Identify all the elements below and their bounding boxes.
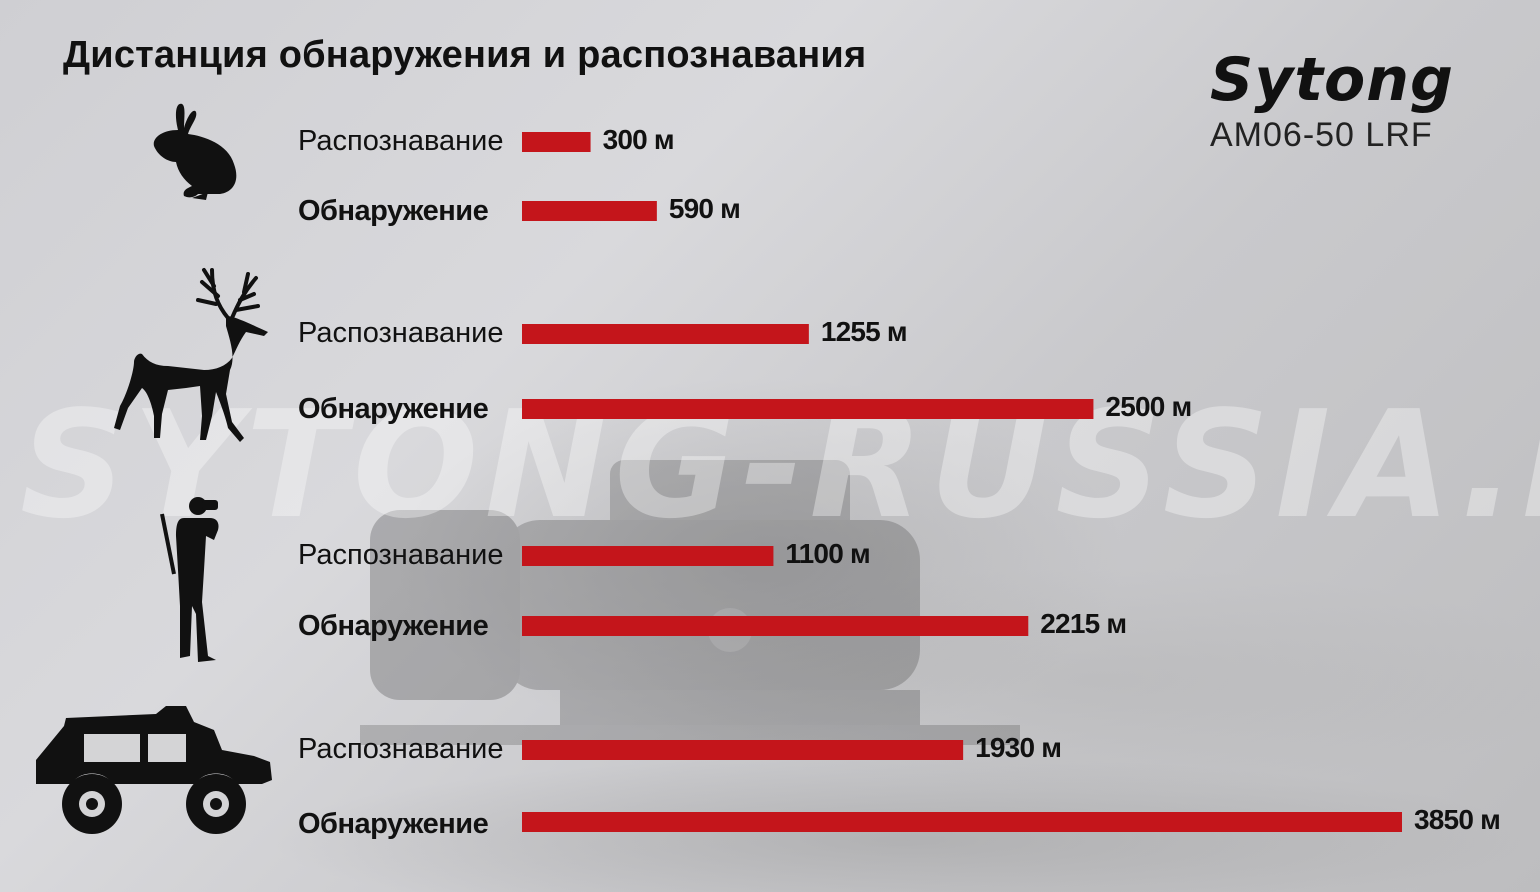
deer-icon (114, 268, 268, 442)
bar-value-label: 590 м (668, 193, 741, 224)
bar-value-label: 1255 м (820, 316, 908, 347)
bar-label-recognition: Распознавание (298, 733, 504, 765)
bar-value-label: 3850 м (1414, 804, 1501, 835)
bar-label-detection: Обнаружение (298, 808, 489, 840)
vehicle-icon (36, 706, 272, 834)
sytong-logo: Sytong (1210, 50, 1454, 115)
bar-label-detection: Обнаружение (298, 610, 489, 642)
human-icon (160, 497, 219, 662)
bar-label-recognition: Распознавание (298, 317, 504, 349)
model-name: AM06-50 LRF (1210, 116, 1433, 154)
bar-label-detection: Обнаружение (298, 195, 489, 227)
bar-label-recognition: Распознавание (298, 125, 504, 157)
bar-value-label: 1930 м (975, 732, 1062, 763)
bar-label-recognition: Распознавание (298, 539, 504, 571)
bar-label-detection: Обнаружение (298, 393, 489, 425)
bar-value-label: 300 м (602, 124, 675, 155)
chart-title: Дистанция обнаружения и распознавания (63, 34, 867, 76)
bar-value-label: 2215 м (1040, 608, 1127, 639)
rabbit-icon (153, 103, 237, 200)
bar-value-label: 2500 м (1105, 391, 1192, 422)
bar-value-label: 1100 м (785, 538, 870, 569)
svg-text:Sytong: Sytong (1210, 50, 1454, 115)
